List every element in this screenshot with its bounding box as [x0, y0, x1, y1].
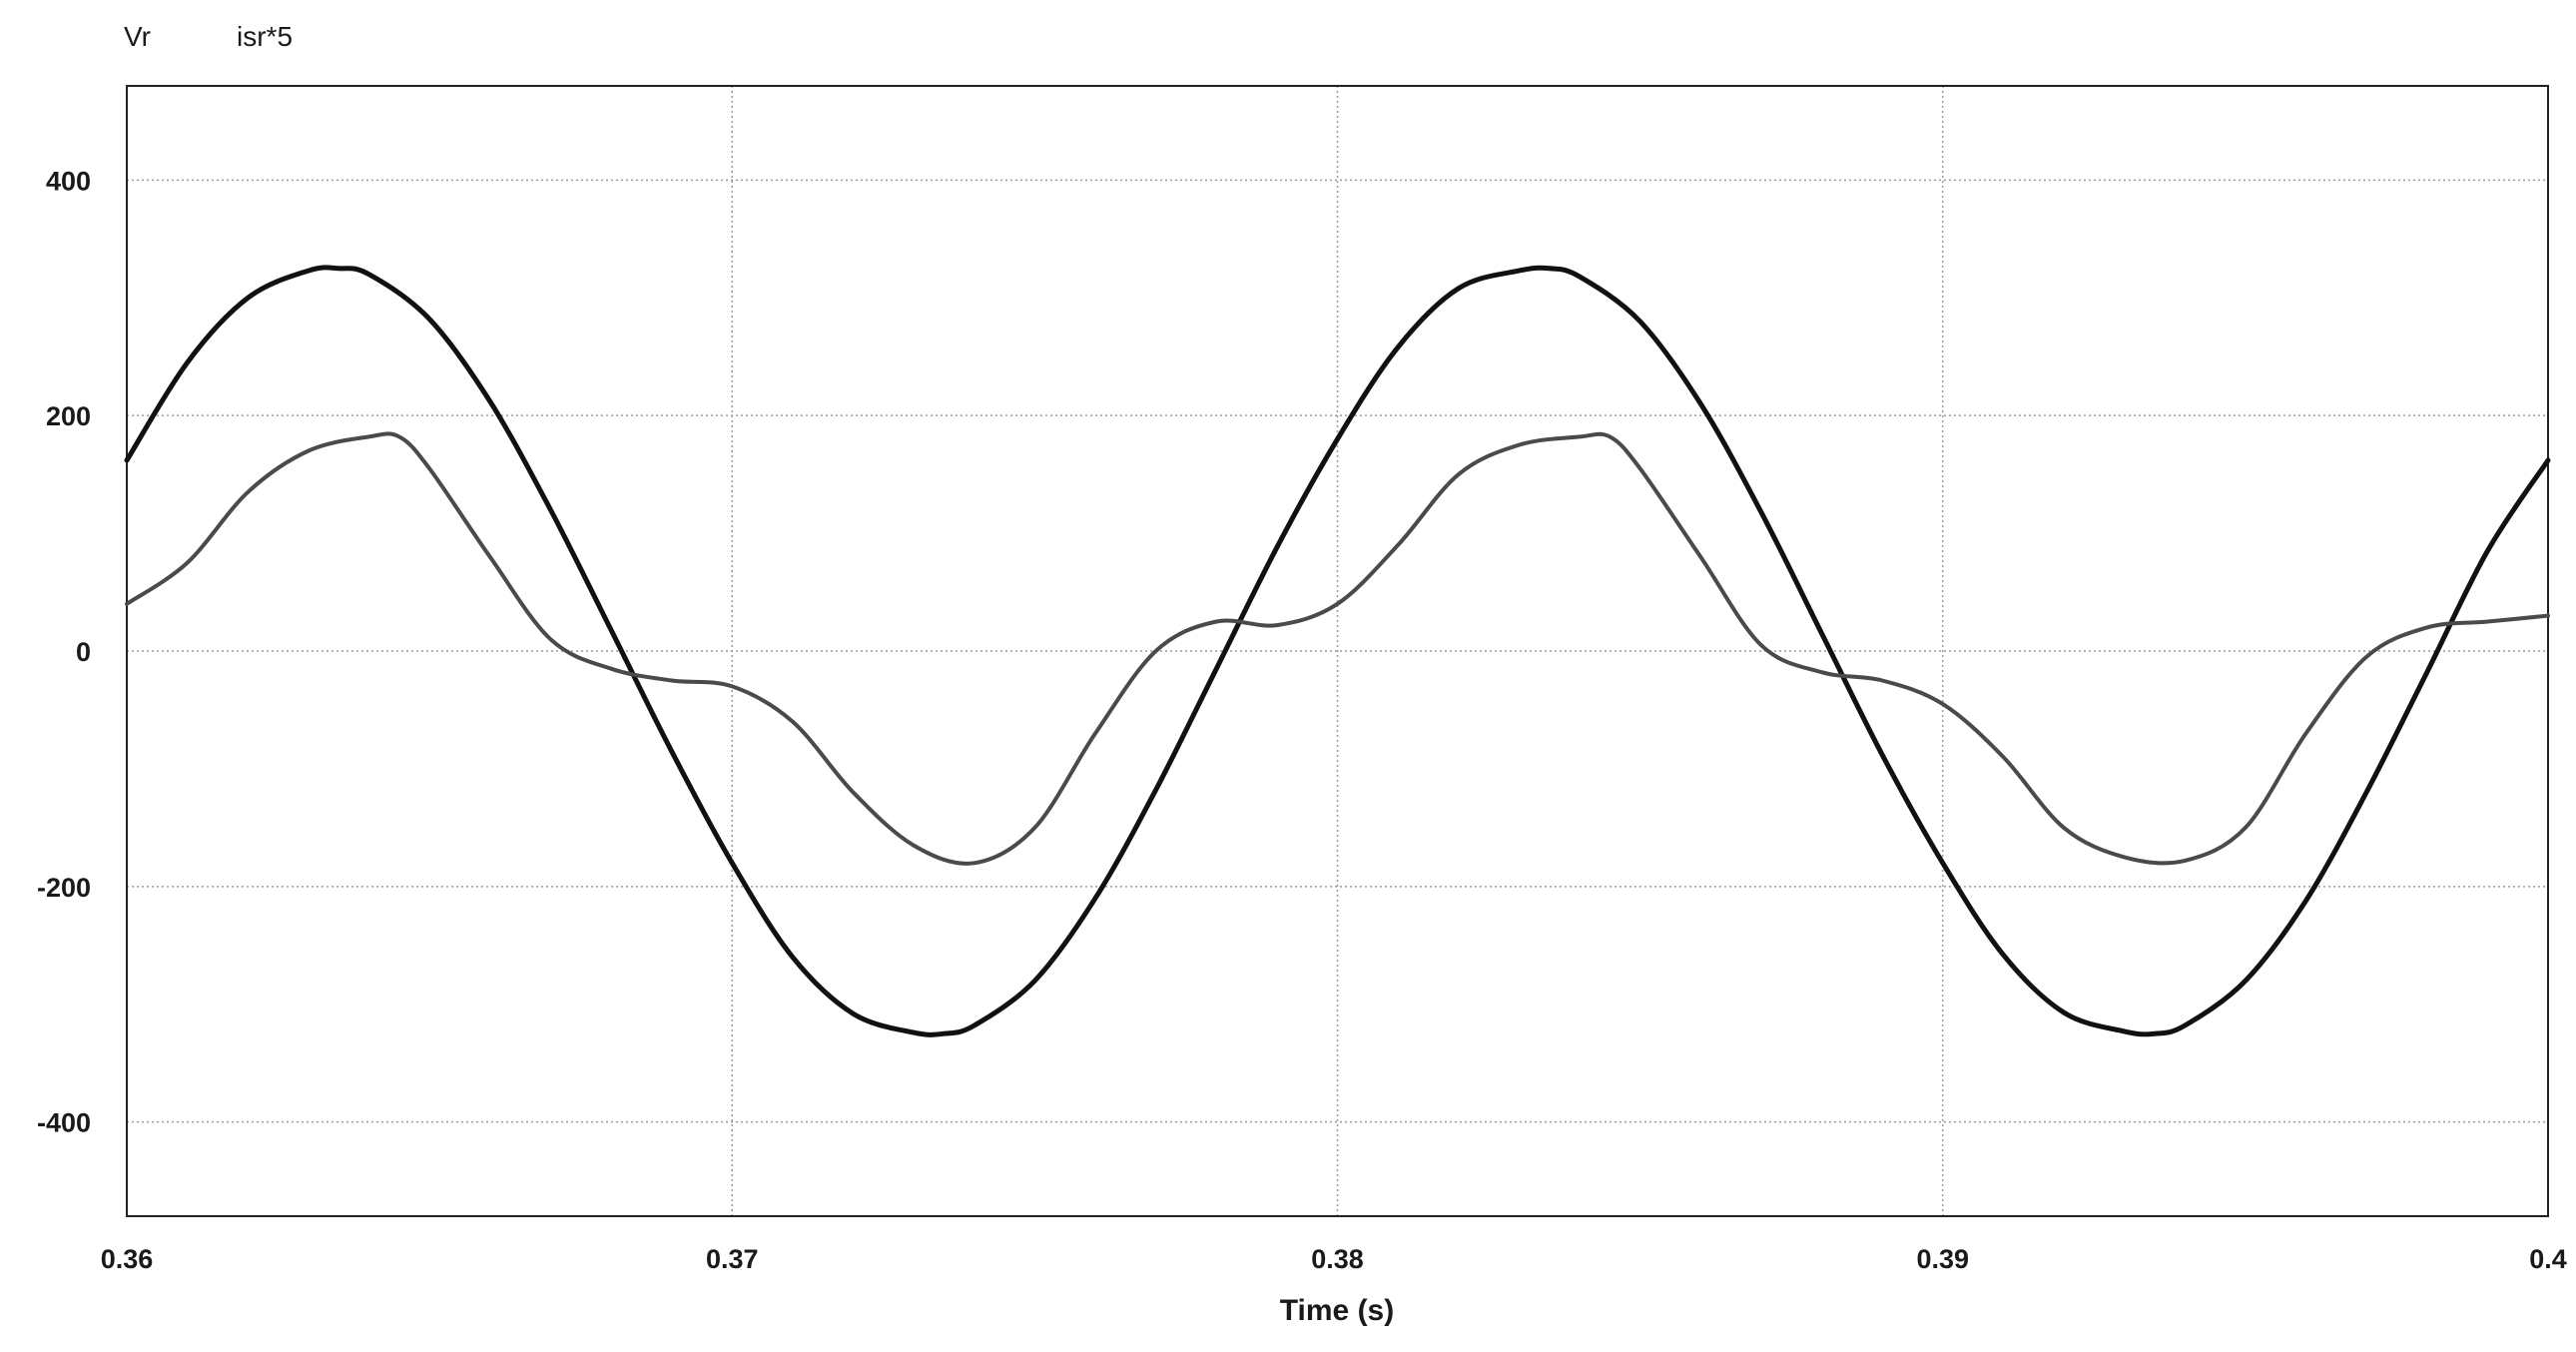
y-tick-label: -400	[37, 1108, 91, 1138]
series-layer	[124, 265, 2551, 1037]
series-line-0	[124, 265, 2551, 1037]
y-tick-label: -200	[37, 873, 91, 903]
x-tick-label: 0.38	[1311, 1244, 1364, 1274]
legend-label: Vr	[124, 21, 151, 52]
series-line-1	[125, 431, 2550, 866]
legend: Vr isr*5	[124, 21, 293, 52]
x-axis-label: Time (s)	[1280, 1294, 1394, 1327]
y-tick-label: 200	[46, 401, 91, 431]
x-tick-label: 0.39	[1916, 1244, 1969, 1274]
grid	[127, 86, 2548, 1216]
plot-frame	[126, 85, 2549, 1217]
y-tick-label: 400	[46, 166, 91, 196]
x-tick-labels: 0.36 0.37 0.38 0.39 0.4	[101, 1244, 2567, 1274]
y-tick-label: 0	[76, 637, 91, 667]
y-tick-labels: 400 200 0 -200 -400	[37, 166, 91, 1137]
x-tick-label: 0.36	[101, 1244, 154, 1274]
legend-label: isr*5	[237, 21, 293, 52]
x-tick-label: 0.4	[2529, 1244, 2567, 1274]
x-tick-label: 0.37	[706, 1244, 759, 1274]
